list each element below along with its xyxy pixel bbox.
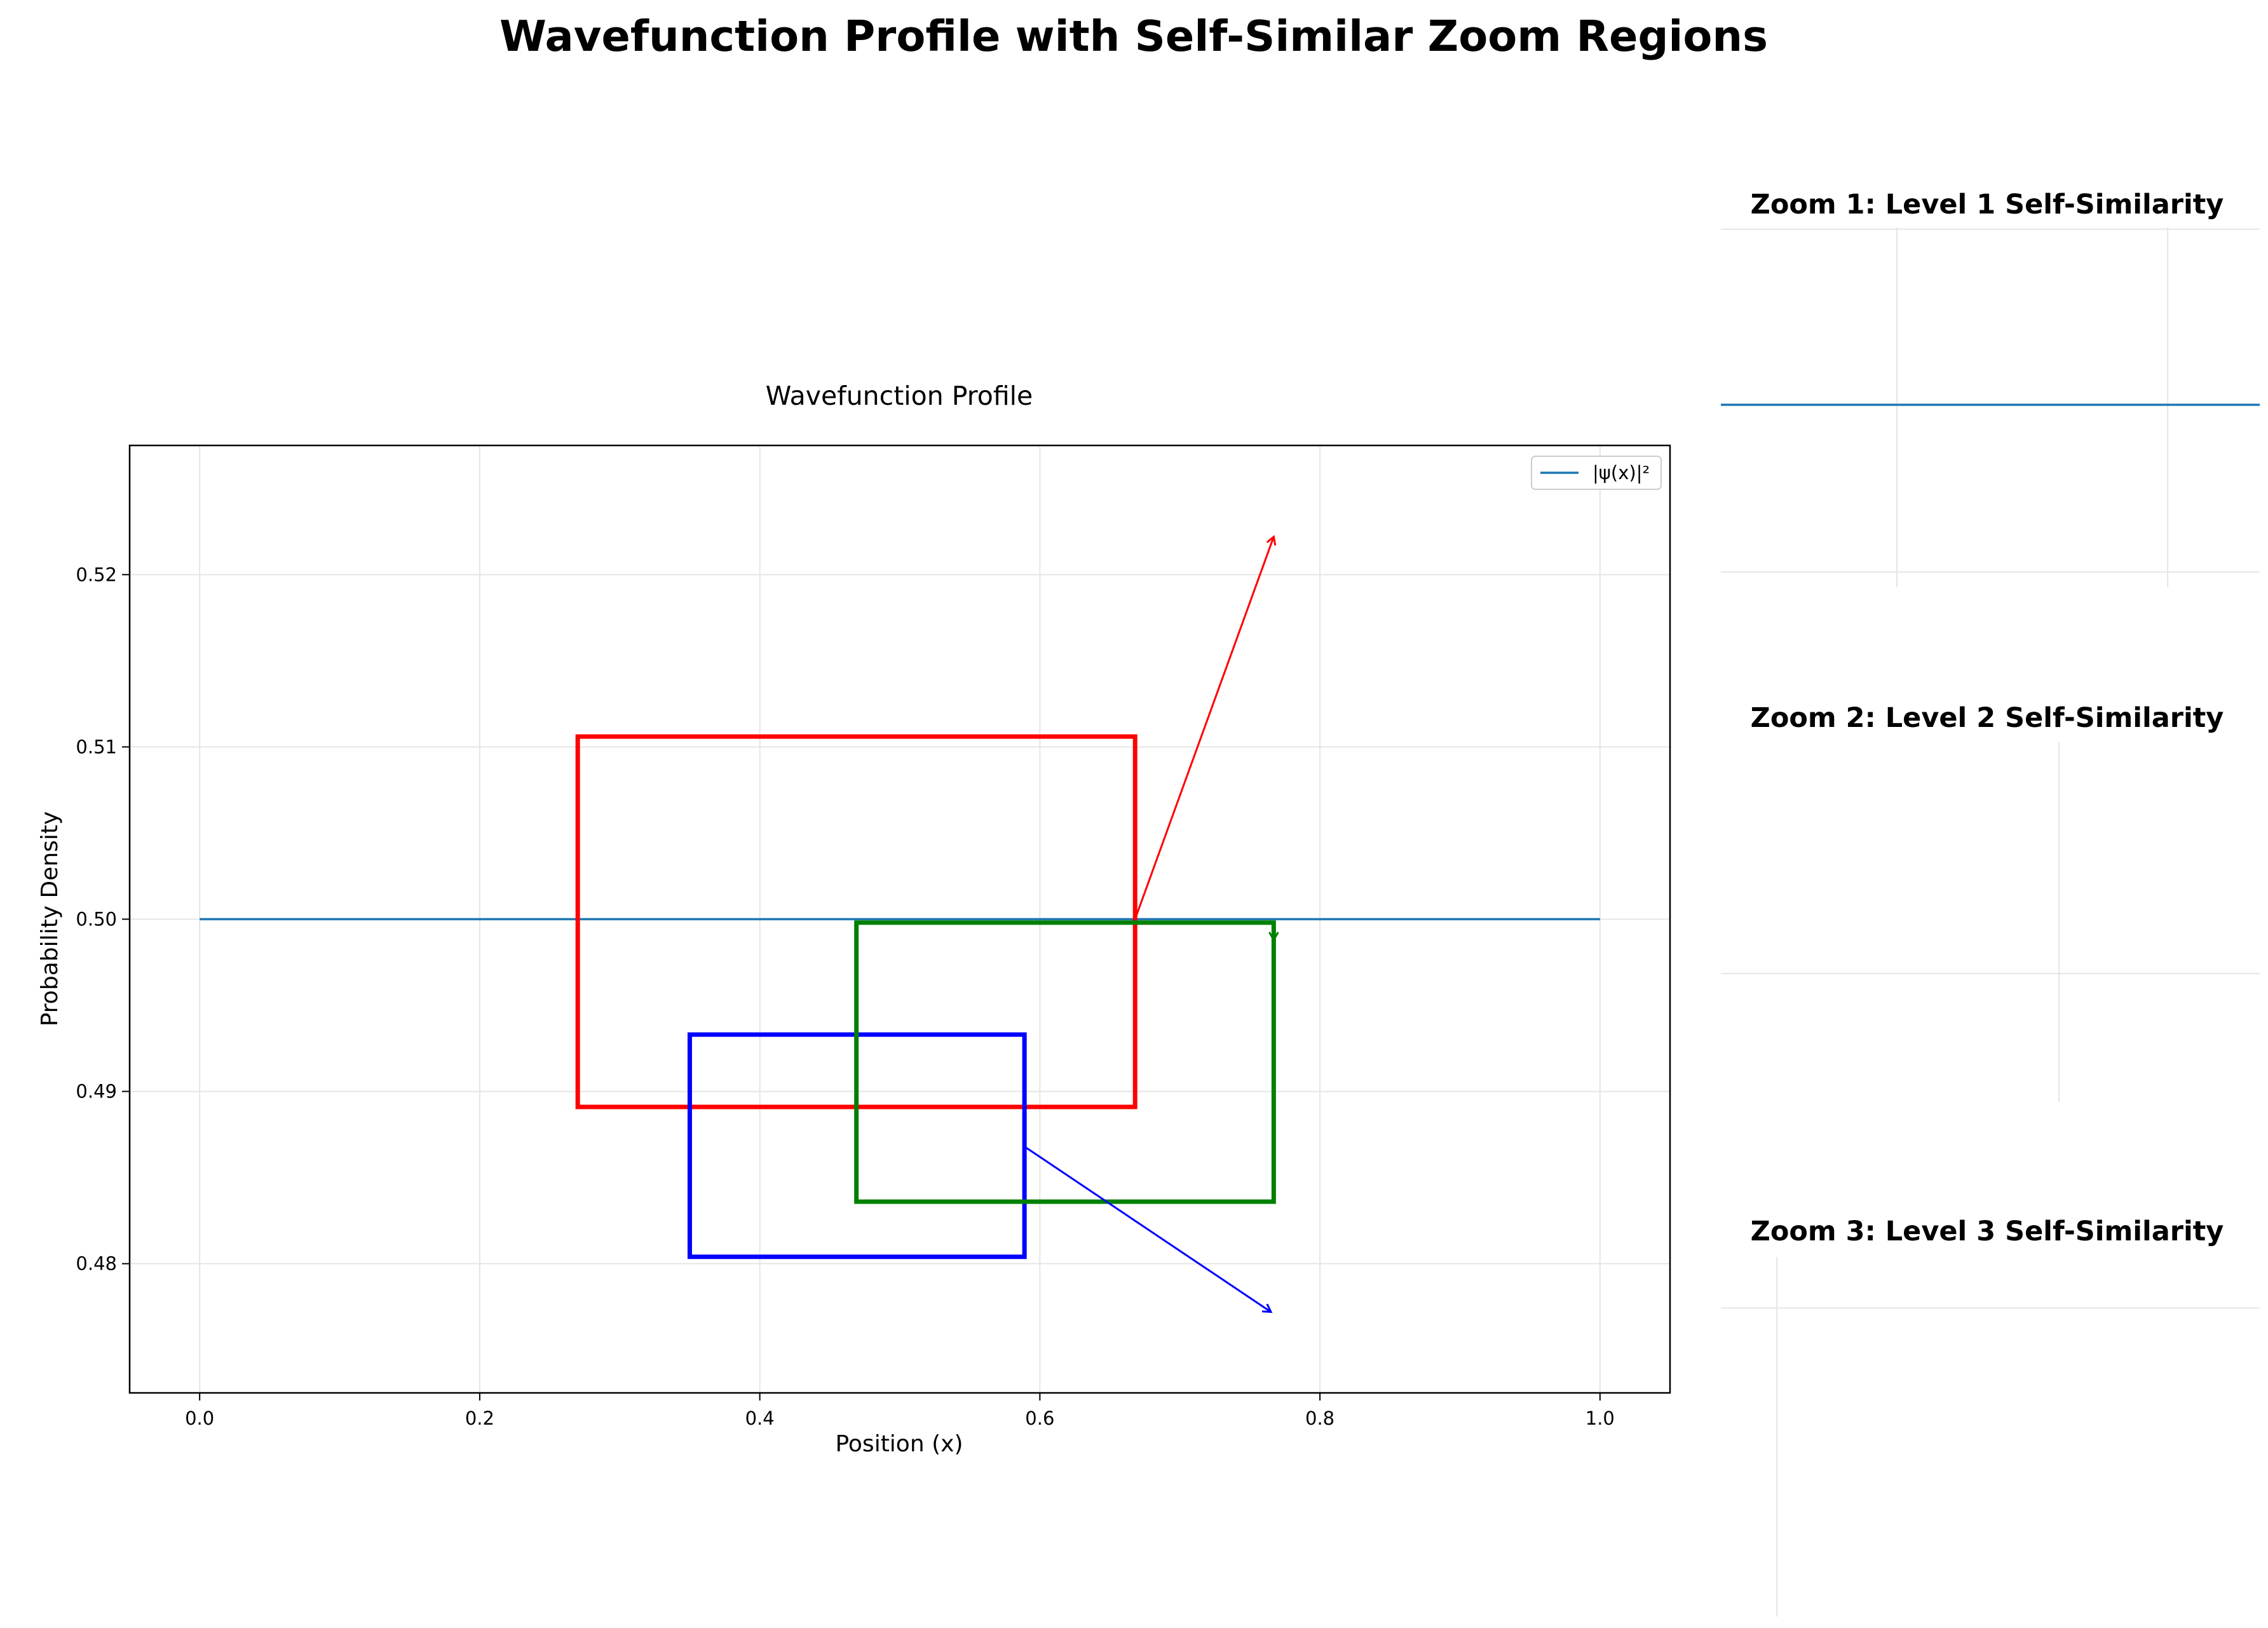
- zoom-panel-1: Zoom 1: Level 1 Self-Similarity: [1721, 189, 2260, 587]
- y-tick-label: 0.48: [76, 1253, 117, 1275]
- legend-frame: [1531, 456, 1662, 490]
- legend: |ψ(x)|²: [1531, 456, 1662, 490]
- y-axis-label: Probability Density: [37, 811, 63, 1027]
- zoom-1-title: Zoom 1: Level 1 Self-Similarity: [1751, 189, 2224, 220]
- legend-label: |ψ(x)|²: [1592, 462, 1650, 484]
- zoom-3-plot: [1721, 1257, 2260, 1617]
- x-tick-label: 0.4: [745, 1408, 775, 1429]
- x-tick-label: 0.8: [1305, 1408, 1334, 1429]
- zoom-arrow-3: [1024, 1146, 1271, 1312]
- main-chart-title: Wavefunction Profile: [766, 381, 1033, 411]
- zoom-3-title: Zoom 3: Level 3 Self-Similarity: [1751, 1216, 2224, 1247]
- y-tick-label: 0.50: [76, 909, 117, 930]
- y-tick-label: 0.52: [76, 564, 117, 585]
- zoom-2-plot: [1721, 742, 2260, 1102]
- y-tick-label: 0.51: [76, 736, 117, 757]
- main-chart: Wavefunction Profile 0.0 0.2 0.4 0.6 0.8 1.00…: [37, 381, 1671, 1457]
- zoom-box-3: [854, 920, 1276, 1204]
- y-tick-label: 0.49: [76, 1081, 117, 1102]
- x-tick-label: 1.0: [1586, 1408, 1615, 1429]
- zoom-2-title: Zoom 2: Level 2 Self-Similarity: [1751, 702, 2224, 734]
- figure-title: Wavefunction Profile with Self-Similar Z…: [499, 11, 1768, 61]
- x-axis-label: Position (x): [835, 1431, 963, 1457]
- x-tick-label: 0.6: [1025, 1408, 1054, 1429]
- zoom-panel-3: Zoom 3: Level 3 Self-Similarity: [1721, 1216, 2260, 1617]
- zoom-1-plot: [1721, 227, 2260, 587]
- x-tick-label: 0.0: [185, 1408, 214, 1429]
- zoom-arrow-1: [1134, 537, 1273, 920]
- main-ticks: 0.0 0.2 0.4 0.6 0.8 1.0 0.48 0.49 0.50 0.51 0.52: [76, 564, 1614, 1429]
- zoom-panel-2: Zoom 2: Level 2 Self-Similarity: [1721, 702, 2260, 1102]
- main-plot-area: [200, 537, 1600, 1312]
- x-tick-label: 0.2: [465, 1408, 494, 1429]
